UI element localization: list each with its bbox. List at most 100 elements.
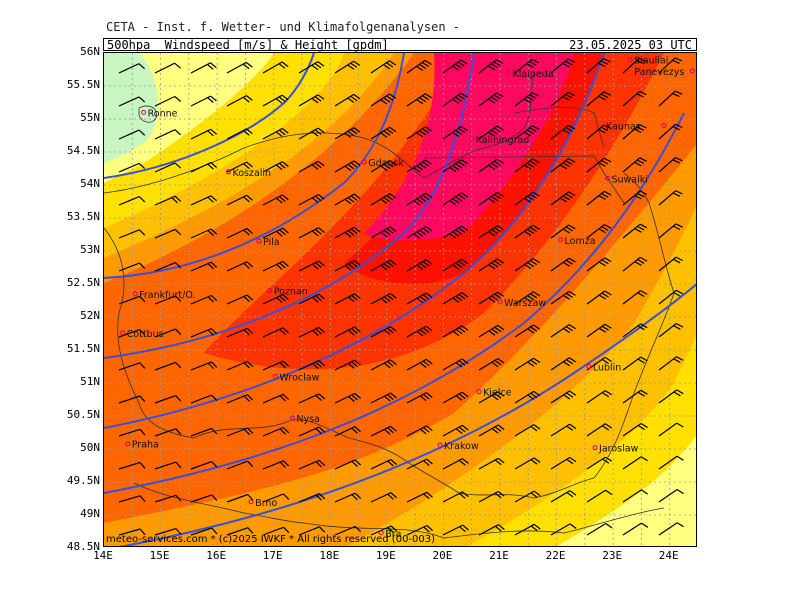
city-label: Brno: [255, 498, 277, 509]
wind-barb: [478, 258, 505, 272]
wind-barb: [586, 522, 613, 536]
wind-barb: [622, 190, 648, 206]
wind-barb: [550, 456, 577, 470]
wind-barb: [154, 129, 182, 140]
wind-barb: [406, 93, 432, 107]
wind-barb: [406, 59, 432, 74]
wind-barb: [586, 58, 611, 74]
wind-barb: [442, 424, 469, 437]
wind-barb: [478, 158, 504, 173]
wind-barb: [478, 424, 505, 437]
wind-barb: [550, 58, 575, 74]
wind-barb: [262, 161, 289, 173]
height-contour-1: [104, 53, 315, 179]
height-contours-layer: [104, 53, 696, 546]
border-poland-czech: [193, 419, 460, 494]
latitude-tick-label: 54.5N: [66, 144, 100, 157]
city-marker: [132, 291, 138, 297]
wind-barb: [190, 394, 218, 404]
wind-barb: [262, 460, 290, 470]
wind-barb: [622, 422, 648, 437]
wind-barb: [154, 295, 182, 305]
wind-barb: [118, 196, 146, 206]
wind-barb: [586, 489, 613, 503]
city-marker: [248, 499, 254, 505]
latitude-tick-label: 49N: [80, 507, 100, 520]
longitude-tick-label: 22E: [545, 549, 566, 562]
wind-barb: [442, 192, 469, 206]
wind-barb: [550, 158, 576, 173]
wind-barb: [550, 324, 576, 338]
wind-barb: [586, 124, 611, 140]
wind-barb: [118, 129, 146, 140]
wind-barb: [190, 128, 217, 140]
wind-barb: [658, 488, 684, 503]
weather-map: Ronne Koszalin Gdansk Kaliningrad Klaipeda Si…: [104, 53, 696, 546]
wind-barb: [586, 224, 612, 239]
wind-barb: [442, 125, 468, 140]
wind-barb: [190, 494, 218, 503]
longitude-tick-label: 14E: [93, 549, 113, 562]
latitude-tick-label: 50N: [80, 441, 100, 454]
wind-barb: [190, 461, 218, 470]
border-kaliningrad-lithuania: [513, 106, 605, 149]
city-label: Frankfurt/O.: [139, 290, 195, 301]
wind-barb: [118, 395, 146, 404]
wind-barb: [298, 127, 325, 140]
wind-barb: [370, 93, 397, 107]
city-marker: [627, 57, 633, 63]
city-marker: [604, 175, 610, 181]
wind-barb: [334, 93, 361, 107]
product-label: 500hpa Windspeed [m/s] & Height [gpdm]: [107, 38, 389, 52]
city-label: Wroclaw: [279, 372, 319, 383]
wind-barb: [370, 326, 397, 338]
wind-barb: [190, 261, 218, 272]
wind-barb: [514, 58, 540, 74]
wind-barb: [118, 428, 146, 437]
wind-barb: [550, 124, 576, 140]
border-poland-germany: [104, 227, 195, 439]
wind-barb: [226, 95, 253, 107]
city-marker: [256, 238, 262, 244]
height-contour-3: [104, 53, 475, 359]
wind-barb: [262, 327, 290, 338]
wind-barb: [514, 523, 541, 536]
wind-barb: [622, 124, 647, 140]
wind-barb: [190, 228, 218, 239]
wind-barb: [658, 256, 684, 272]
wind-barb: [478, 524, 505, 536]
wind-barb: [370, 193, 397, 206]
map-panel: Ronne Koszalin Gdansk Kaliningrad Klaipeda Si…: [103, 52, 697, 547]
wind-barb: [550, 257, 576, 272]
wind-barb: [334, 193, 361, 206]
wind-barb: [514, 125, 540, 140]
wind-barb: [514, 390, 541, 404]
wind-barb: [334, 525, 362, 536]
wind-barb: [478, 291, 505, 305]
latitude-tick-label: 55N: [80, 111, 100, 124]
fill-magenta-jet-core: [364, 53, 574, 241]
wind-barb: [550, 423, 577, 437]
wind-barb: [406, 491, 433, 503]
wind-barb: [154, 528, 182, 536]
wind-barb: [262, 260, 289, 272]
wind-barb: [226, 327, 254, 338]
wind-barb: [226, 527, 254, 536]
city-label: Klaipeda: [512, 69, 553, 80]
city-label: Nysa: [296, 414, 320, 425]
wind-barb: [514, 457, 541, 470]
wind-barb: [658, 223, 683, 239]
wind-barb: [586, 190, 612, 206]
city-marker: [505, 70, 511, 76]
wind-barb: [118, 495, 146, 503]
wind-barb: [262, 393, 290, 404]
wind-barb: [262, 61, 289, 74]
city-label: Kaunas: [606, 122, 641, 133]
wind-barb: [226, 460, 254, 470]
wind-barb: [226, 261, 254, 272]
wind-barb: [298, 360, 326, 371]
wind-barb: [622, 389, 648, 404]
wind-barb: [442, 59, 468, 74]
wind-barb: [334, 326, 361, 338]
wind-barb: [370, 259, 397, 272]
